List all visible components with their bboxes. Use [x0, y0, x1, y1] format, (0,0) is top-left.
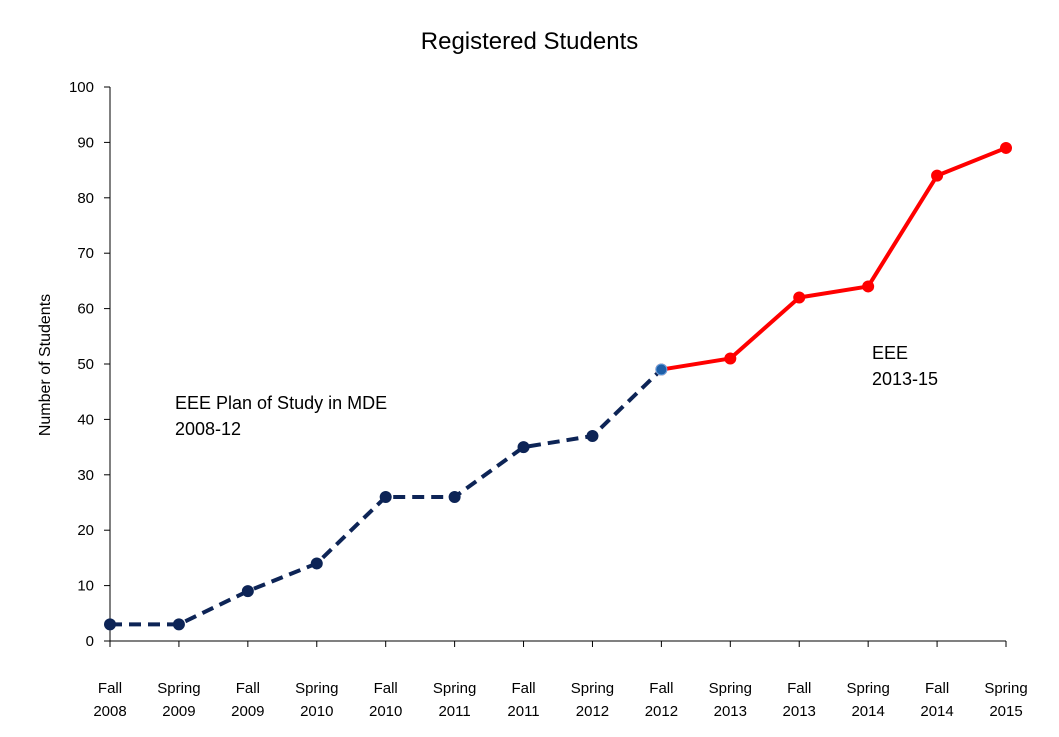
x-tick-label-term: Spring	[433, 680, 476, 697]
annotation-eee-line-1: EEE	[872, 343, 909, 363]
x-tick-label-year: 2010	[369, 703, 402, 720]
x-tick-label-term: Fall	[374, 680, 398, 697]
series-0-point	[172, 618, 185, 631]
series-0-point	[448, 490, 461, 503]
series-0-point	[104, 618, 116, 631]
x-tick-label-year: 2014	[920, 703, 953, 720]
annotation-eee-line-2: 2013-15	[872, 369, 939, 389]
series-0-point	[310, 557, 323, 570]
y-tick-label: 50	[77, 356, 94, 373]
series-1-point	[724, 352, 737, 365]
series-0-point	[655, 363, 668, 376]
x-tick-label-year: 2008	[93, 703, 126, 720]
x-tick-label-year: 2010	[300, 703, 333, 720]
y-tick-label: 90	[77, 134, 94, 151]
series-0-point	[379, 490, 392, 503]
y-tick-label: 80	[77, 190, 94, 207]
x-tick-label-year: 2014	[851, 703, 884, 720]
x-tick-label-year: 2009	[231, 703, 264, 720]
y-tick-label: 60	[77, 301, 94, 318]
annotation-eee: EEE 2013-15	[872, 340, 938, 392]
x-tick-label-term: Fall	[236, 680, 260, 697]
x-tick-label-year: 2013	[714, 703, 747, 720]
series-0-point	[241, 585, 254, 598]
x-tick-label-term: Fall	[511, 680, 535, 697]
x-tick-label-term: Fall	[649, 680, 673, 697]
x-tick-label-year: 2012	[576, 703, 609, 720]
x-tick-label-year: 2013	[783, 703, 816, 720]
annotation-mde-line-2: 2008-12	[175, 419, 242, 439]
series-line-1	[661, 146, 1007, 372]
annotation-mde: EEE Plan of Study in MDE 2008-12	[175, 390, 387, 442]
x-tick-label-term: Spring	[295, 680, 338, 697]
x-tick-label-term: Fall	[98, 680, 122, 697]
series-1-point	[1000, 141, 1012, 154]
x-tick-label-term: Spring	[709, 680, 752, 697]
y-tick-label: 20	[77, 522, 94, 539]
y-tick-label: 0	[86, 633, 94, 650]
x-tick-label-term: Spring	[571, 680, 614, 697]
x-tick-label-term: Fall	[925, 680, 949, 697]
x-tick-label-year: 2015	[989, 703, 1022, 720]
chart-title: Registered Students	[420, 28, 639, 55]
y-tick-label: 70	[77, 245, 94, 262]
series-0-point	[517, 441, 530, 454]
x-tick-label-term: Fall	[787, 680, 811, 697]
x-tick-label-year: 2012	[645, 703, 678, 720]
series-1-point	[931, 169, 944, 182]
y-tick-label: 30	[77, 467, 94, 484]
y-tick-label: 100	[69, 79, 94, 96]
series-1-point	[862, 280, 875, 293]
x-tick-label-year: 2011	[438, 703, 470, 720]
series-0-point	[586, 430, 599, 443]
x-tick-label-term: Spring	[846, 680, 889, 697]
x-tick-label-year: 2011	[507, 703, 539, 720]
annotation-mde-line-1: EEE Plan of Study in MDE	[175, 393, 388, 413]
y-tick-label: 10	[77, 578, 94, 595]
x-tick-label-year: 2009	[162, 703, 195, 720]
series-1-point	[793, 291, 806, 304]
x-tick-label-term: Spring	[157, 680, 200, 697]
x-tick-label-term: Spring	[984, 680, 1027, 697]
y-tick-label: 40	[77, 411, 94, 428]
